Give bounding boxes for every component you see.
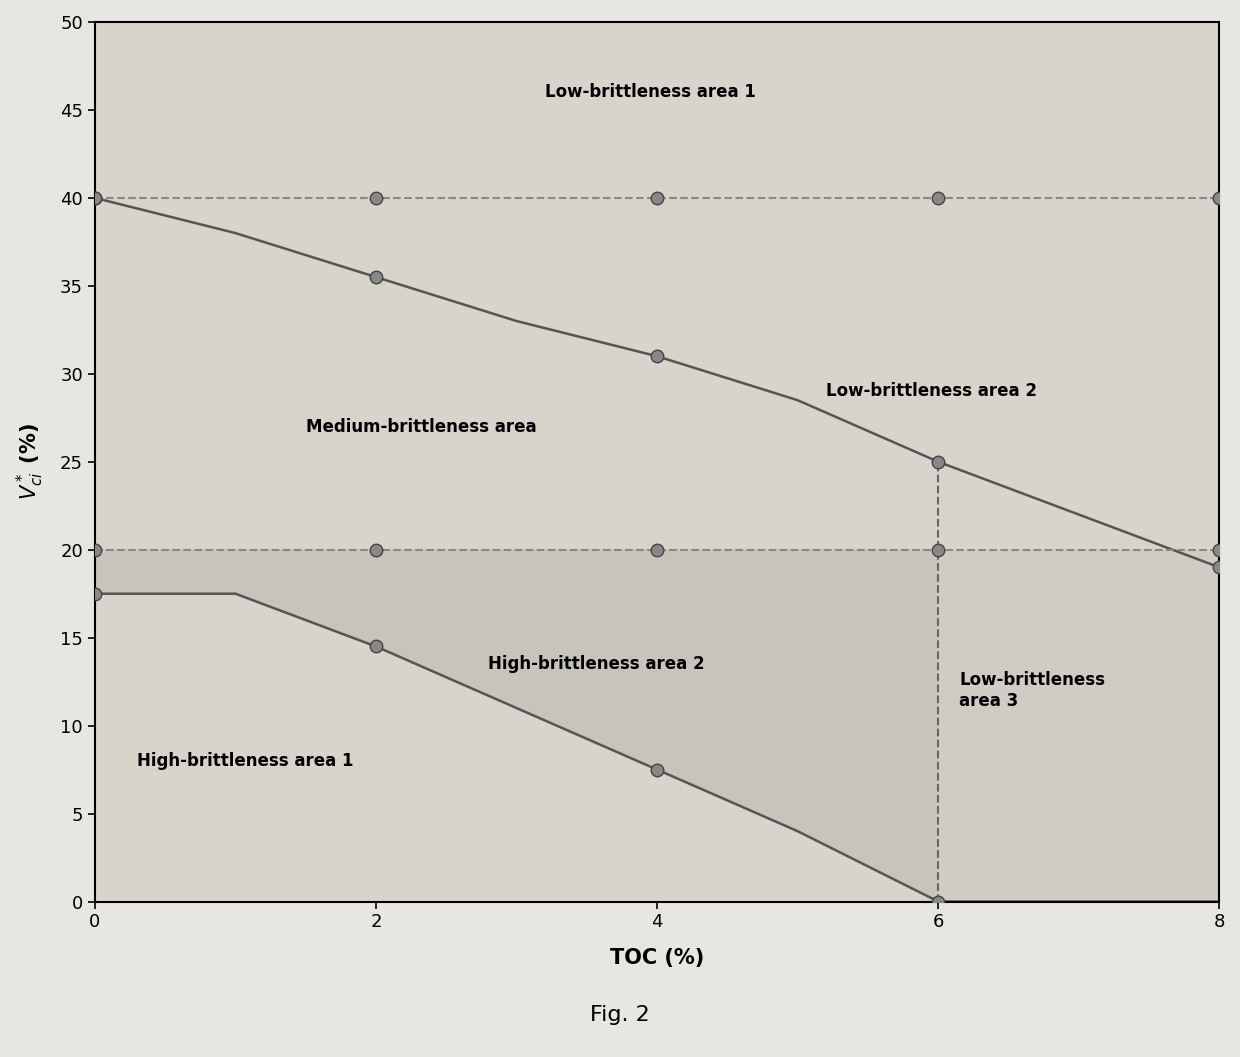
Text: High-brittleness area 1: High-brittleness area 1 [138,752,353,769]
Text: Medium-brittleness area: Medium-brittleness area [306,418,537,435]
Y-axis label: $V^*_{ci}$ (%): $V^*_{ci}$ (%) [15,423,46,500]
Text: Fig. 2: Fig. 2 [590,1005,650,1024]
Text: Low-brittleness
area 3: Low-brittleness area 3 [960,671,1105,710]
Text: High-brittleness area 2: High-brittleness area 2 [489,655,706,673]
Text: Low-brittleness area 1: Low-brittleness area 1 [544,84,755,101]
X-axis label: TOC (%): TOC (%) [610,948,704,968]
Text: Low-brittleness area 2: Low-brittleness area 2 [826,383,1037,401]
